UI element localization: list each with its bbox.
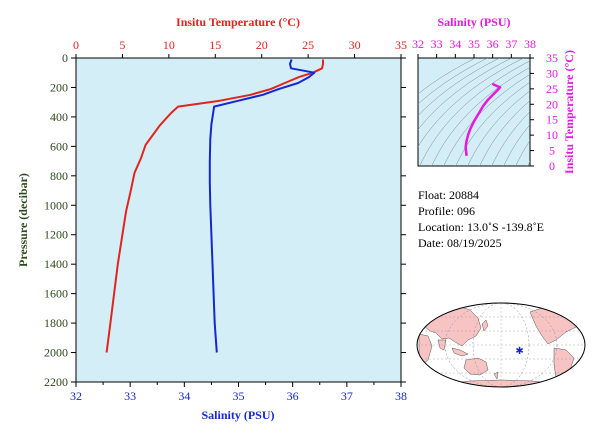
- pressure-tick-label: 800: [50, 169, 68, 183]
- salinity-tick-label: 34: [178, 389, 190, 403]
- ts-salinity-tick-label: 35: [468, 37, 480, 51]
- density-contour-line: [431, 67, 530, 166]
- pressure-tick-label: 1200: [44, 228, 68, 242]
- density-contour-line: [515, 140, 530, 166]
- density-contour-line: [418, 58, 501, 117]
- salinity-tick-label: 36: [287, 389, 299, 403]
- profile-plot-area: [75, 57, 402, 383]
- location-text: Location: 13.0˚S -139.8˚E: [418, 220, 544, 234]
- temperature-tick-label: 5: [119, 38, 125, 52]
- pressure-tick-label: 200: [50, 80, 68, 94]
- ts-temperature-tick-label: 30: [546, 66, 558, 80]
- pressure-tick-labels: 0 200 400 600 800 1000 1200 1400 1600 1800 2000 220…: [44, 51, 68, 389]
- temperature-tick-label: 25: [302, 38, 314, 52]
- ts-temperature-axis-title: Insitu Temperature (°C): [562, 50, 576, 174]
- density-contour-line: [503, 124, 530, 166]
- ts-salinity-tick-label: 37: [505, 37, 517, 51]
- salinity-tick-label: 32: [70, 389, 82, 403]
- ts-salinity-tick-label: 38: [524, 37, 536, 51]
- salinity-axis-title: Salinity (PSU): [201, 408, 274, 422]
- pressure-tick-label: 0: [62, 51, 68, 65]
- ts-salinity-tick-label: 33: [431, 37, 443, 51]
- temperature-tick-label: 15: [209, 38, 221, 52]
- pressure-tick-label: 1800: [44, 316, 68, 330]
- temperature-profile-line: [105, 59, 324, 353]
- ts-temperature-tick-label: 15: [546, 113, 558, 127]
- salinity-tick-labels: 32 33 34 35 36 37 38: [70, 389, 407, 403]
- density-contour-line: [419, 60, 530, 166]
- density-contour-line: [479, 100, 530, 166]
- salinity-tick-label: 37: [341, 389, 353, 403]
- density-contour-line: [443, 74, 530, 166]
- profile-axis-ticks: [71, 54, 406, 387]
- density-contour-line: [418, 58, 513, 130]
- float-location-star: ✱: [515, 346, 523, 357]
- map-meridian: [444, 303, 558, 387]
- world-map: ✱: [416, 302, 586, 388]
- ts-salinity-tick-label: 32: [412, 37, 424, 51]
- density-contour-line: [418, 58, 489, 105]
- ts-temperature-tick-label: 0: [549, 159, 555, 173]
- ts-temperature-tick-label: 10: [546, 128, 558, 142]
- profile-number-text: Profile: 096: [418, 204, 475, 218]
- ts-salinity-tick-label: 34: [449, 37, 461, 51]
- pressure-tick-label: 1600: [44, 287, 68, 301]
- pressure-tick-label: 1000: [44, 198, 68, 212]
- density-contour-line: [418, 58, 525, 148]
- salinity-tick-label: 38: [395, 389, 407, 403]
- pressure-tick-label: 400: [50, 110, 68, 124]
- pressure-tick-label: 1400: [44, 257, 68, 271]
- ts-salinity-axis-title: Salinity (PSU): [437, 15, 510, 29]
- density-contour-line: [467, 90, 530, 166]
- ts-salinity-tick-labels: 32 33 34 35 36 37 38: [412, 37, 536, 51]
- pressure-tick-label: 2000: [44, 346, 68, 360]
- density-contours: [418, 58, 530, 166]
- temperature-tick-label: 0: [73, 38, 79, 52]
- pressure-tick-label: 600: [50, 139, 68, 153]
- float-location-marker: ✱: [515, 346, 523, 357]
- ts-axis-ticks: [417, 54, 534, 167]
- ts-temperature-tick-label: 5: [549, 144, 555, 158]
- profile-chart: 0 5 10 15 20 25 30 35 32 33 34 35 36 37 38 0 200 400 600…: [16, 15, 407, 422]
- temperature-tick-label: 10: [163, 38, 175, 52]
- ts-temperature-tick-label: 20: [546, 97, 558, 111]
- temperature-tick-label: 20: [256, 38, 268, 52]
- date-text: Date: 08/19/2025: [418, 236, 502, 250]
- salinity-profile-line: [208, 59, 316, 353]
- salinity-tick-label: 35: [233, 389, 245, 403]
- ts-salinity-tick-label: 36: [487, 37, 499, 51]
- ts-curve-line: [464, 82, 502, 156]
- map-meridian: [472, 303, 530, 387]
- ts-curve: [464, 82, 502, 156]
- map-graticule: [417, 303, 585, 387]
- salinity-tick-label: 33: [124, 389, 136, 403]
- ts-temperature-tick-label: 35: [546, 51, 558, 65]
- pressure-tick-label: 2200: [44, 375, 68, 389]
- map-outline: [416, 302, 586, 388]
- temperature-tick-label: 30: [349, 38, 361, 52]
- profile-series: [105, 59, 324, 353]
- temperature-tick-label: 35: [395, 38, 407, 52]
- temperature-axis-title: Insitu Temperature (°C): [176, 15, 300, 29]
- pressure-axis-title: Pressure (decibar): [16, 173, 30, 267]
- float-id-text: Float: 20884: [418, 188, 480, 202]
- density-contour-line: [455, 81, 530, 166]
- density-contour-line: [527, 160, 530, 166]
- ts-temperature-tick-label: 25: [546, 82, 558, 96]
- temperature-tick-labels: 0 5 10 15 20 25 30 35: [73, 38, 407, 52]
- ts-plot-area: [417, 57, 531, 167]
- density-contour-line: [491, 111, 530, 166]
- density-contour-line: [418, 58, 477, 95]
